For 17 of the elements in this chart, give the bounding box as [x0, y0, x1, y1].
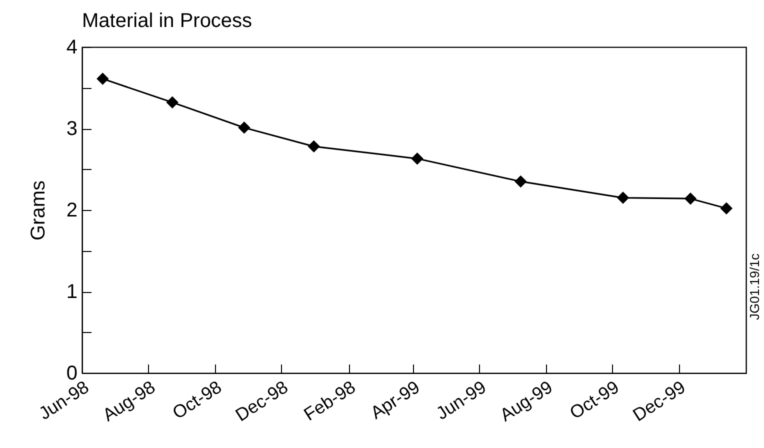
y-axis-title: Grams [27, 180, 50, 240]
y-tick-label: 4 [66, 36, 78, 58]
point [720, 202, 733, 214]
point [411, 152, 424, 165]
point [166, 96, 178, 109]
chart-title: Material in Process [82, 10, 252, 32]
y-tick-label: 2 [66, 200, 78, 222]
point [238, 122, 250, 134]
point [514, 175, 527, 188]
point [684, 192, 697, 205]
point [96, 72, 109, 85]
y-tick-label: 1 [66, 281, 78, 303]
y-tick-label: 3 [66, 118, 78, 140]
point [308, 140, 320, 153]
y-tick-label: 0 [66, 362, 78, 384]
point [616, 192, 630, 204]
text: JG01.19/1c [747, 254, 762, 320]
